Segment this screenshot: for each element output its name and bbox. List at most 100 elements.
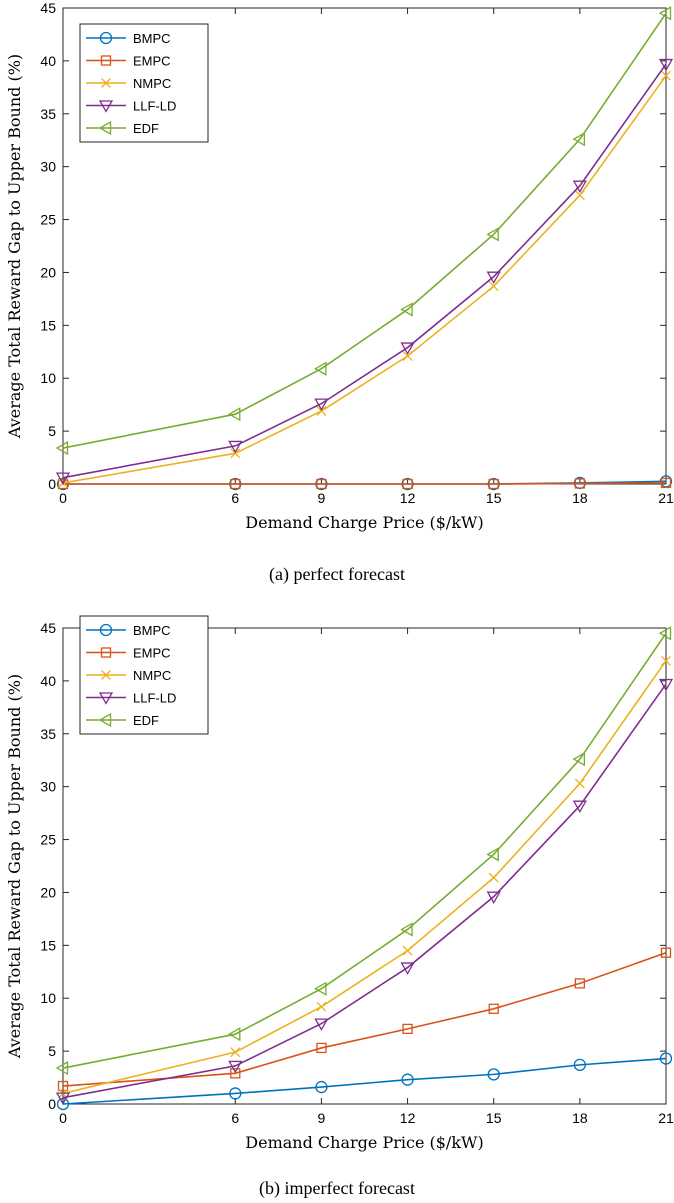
data-point — [230, 1068, 241, 1079]
data-point — [316, 1001, 327, 1012]
y-tick-label: 35 — [40, 106, 56, 122]
series-llf-ld — [55, 678, 674, 1105]
legend-marker — [99, 31, 113, 45]
series-llf-ld — [55, 58, 674, 485]
y-tick-label: 45 — [40, 0, 56, 16]
legend-marker — [98, 100, 114, 113]
series-line — [62, 632, 667, 1069]
legend-entry: NMPC — [86, 76, 171, 91]
legend-entry: BMPC — [86, 623, 171, 638]
series-empc — [57, 947, 672, 1092]
data-point — [486, 847, 499, 862]
x-tick-label: 6 — [231, 1110, 239, 1126]
legend-marker — [100, 647, 112, 658]
series-line — [63, 482, 667, 485]
data-point — [573, 1058, 587, 1072]
data-point — [227, 407, 241, 422]
y-tick-label: 10 — [40, 370, 56, 386]
series-line — [62, 12, 667, 449]
legend-marker — [99, 623, 113, 637]
y-tick-label: 20 — [40, 884, 56, 900]
y-tick-label: 5 — [48, 423, 56, 439]
data-point — [230, 1047, 241, 1058]
series-empc — [57, 477, 672, 490]
x-tick-label: 0 — [59, 490, 67, 506]
series-line — [62, 683, 667, 1099]
series-line — [62, 1057, 667, 1105]
data-point — [314, 1018, 329, 1031]
data-point — [55, 472, 71, 485]
data-point — [659, 1052, 673, 1065]
data-point — [661, 655, 671, 666]
data-point — [487, 1068, 500, 1081]
data-point — [486, 891, 501, 904]
data-point — [402, 1023, 413, 1035]
x-tick-label: 12 — [400, 490, 416, 506]
legend-entry: LLF-LD — [86, 99, 176, 114]
y-tick-label: 10 — [40, 990, 56, 1006]
y-tick-label: 15 — [40, 937, 56, 953]
x-tick-label: 9 — [318, 490, 326, 506]
data-point — [55, 440, 69, 456]
data-point — [486, 271, 501, 284]
data-point — [314, 981, 327, 996]
data-point — [315, 1080, 328, 1094]
x-axis-label: Demand Charge Price ($/kW) — [245, 513, 483, 532]
legend-label: EMPC — [133, 646, 171, 661]
data-point — [574, 478, 586, 489]
data-point — [658, 6, 672, 21]
legend-entry: EMPC — [86, 646, 171, 661]
figure-caption: (a) perfect forecast — [269, 564, 405, 585]
x-tick-label: 6 — [231, 490, 239, 506]
data-point — [400, 342, 415, 355]
y-tick-label: 35 — [40, 726, 56, 742]
y-tick-label: 45 — [40, 620, 56, 636]
series-line — [62, 63, 667, 479]
y-tick-label: 30 — [40, 779, 56, 795]
data-point — [55, 1092, 71, 1105]
data-point — [227, 1027, 241, 1042]
data-point — [488, 478, 499, 490]
data-point — [661, 70, 671, 81]
legend-marker — [98, 692, 114, 705]
legend: BMPC EMPC NMPC LLF-LD EDF — [79, 23, 209, 143]
legend-entry: NMPC — [86, 668, 171, 683]
legend: BMPC EMPC NMPC LLF-LD EDF — [79, 615, 209, 735]
data-point — [314, 361, 327, 376]
data-point — [572, 132, 586, 147]
data-point — [400, 962, 415, 975]
data-point — [402, 478, 413, 490]
series-nmpc — [58, 655, 671, 1099]
y-tick-label: 40 — [40, 673, 56, 689]
data-point — [402, 945, 413, 956]
data-point — [229, 1087, 242, 1100]
data-point — [57, 478, 69, 490]
data-point — [572, 180, 587, 194]
x-axis-label: Demand Charge Price ($/kW) — [245, 1133, 483, 1152]
legend-label: BMPC — [133, 623, 171, 638]
data-point — [574, 978, 586, 989]
legend-label: EMPC — [133, 54, 171, 69]
data-point — [316, 406, 327, 416]
chart-imperfect-forecast: 0 5 10 15 20 25 30 35 40 45 0 6 9 12 15 18 21 Demand Char… — [5, 615, 674, 1199]
legend-entry: LLF-LD — [86, 691, 176, 706]
data-point — [228, 440, 243, 454]
x-tick-label: 21 — [658, 1110, 674, 1126]
data-point — [316, 1042, 327, 1054]
data-point — [55, 1060, 69, 1076]
data-point — [658, 58, 674, 72]
data-point — [228, 1060, 243, 1074]
legend-marker — [98, 712, 112, 728]
legend-label: NMPC — [133, 76, 171, 91]
y-axis-label: Average Total Reward Gap to Upper Bound … — [5, 54, 24, 439]
legend-entry: EDF — [86, 712, 159, 728]
data-point — [56, 1097, 70, 1111]
data-point — [488, 1003, 499, 1014]
series-edf — [55, 6, 672, 456]
legend-label: NMPC — [133, 668, 171, 683]
data-point — [574, 190, 585, 201]
y-tick-label: 15 — [40, 317, 56, 333]
data-point — [658, 678, 674, 692]
series-bmpc — [56, 1052, 673, 1111]
